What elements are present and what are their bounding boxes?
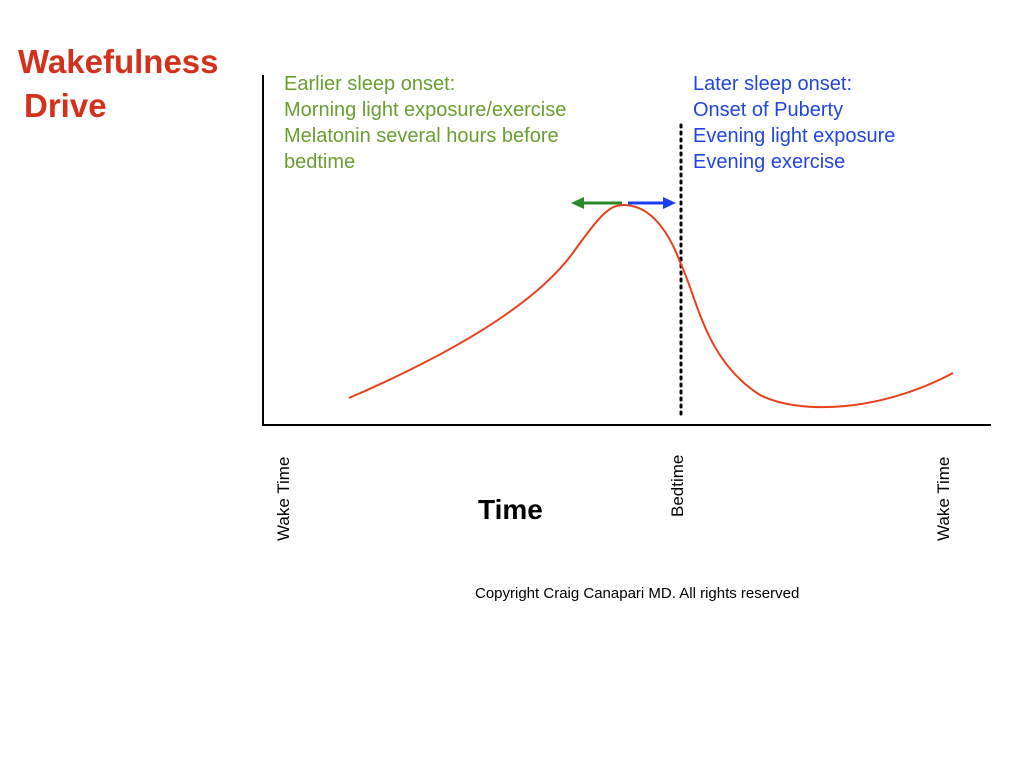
later-note-heading: Later sleep onset: [693,73,852,95]
earlier-note-line: Morning light exposure/exercise [284,99,567,121]
later-note-line: Onset of Puberty [693,99,844,121]
wakefulness-curve [348,203,954,409]
earlier-note-line: Melatonin several hours before [284,125,559,147]
later-shift-arrow [628,197,676,209]
later-sleep-onset-note: Later sleep onset: Onset of Puberty Even… [693,71,895,175]
earlier-shift-arrow [571,197,622,209]
x-axis-label: Time [478,494,543,525]
later-note-line: Evening exercise [693,151,846,173]
x-tick-wake-time-end: Wake Time [934,456,953,541]
earlier-note-heading: Earlier sleep onset: [284,73,456,95]
later-note-line: Evening light exposure [693,125,896,147]
earlier-sleep-onset-note: Earlier sleep onset: Morning light expos… [284,71,566,175]
y-axis-label-line-1: Wakefulness [18,43,219,80]
earlier-note-line: bedtime [284,151,356,173]
x-tick-bedtime: Bedtime [668,454,687,517]
copyright-notice: Copyright Craig Canapari MD. All rights … [475,585,800,602]
y-axis-label-line-2: Drive [24,87,107,124]
x-tick-wake-time-start: Wake Time [274,456,293,541]
y-axis-label: Wakefulness Drive [18,40,219,128]
